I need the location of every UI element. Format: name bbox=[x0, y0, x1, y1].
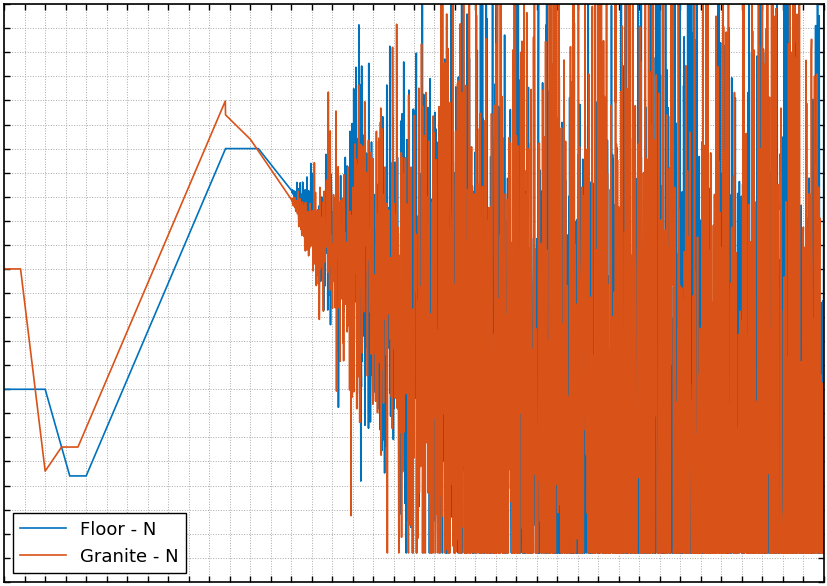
Floor - N bbox=[349, 234, 359, 241]
Floor - N bbox=[313, 251, 323, 258]
Granite - N bbox=[93, 397, 103, 404]
Line: Granite - N: Granite - N bbox=[4, 0, 823, 553]
Legend: Floor - N, Granite - N: Floor - N, Granite - N bbox=[13, 513, 185, 573]
Granite - N bbox=[349, 304, 359, 311]
Floor - N bbox=[141, 331, 151, 338]
Granite - N bbox=[382, 550, 392, 557]
Granite - N bbox=[818, 469, 827, 476]
Floor - N bbox=[401, 550, 411, 557]
Granite - N bbox=[0, 265, 9, 272]
Line: Floor - N: Floor - N bbox=[4, 0, 823, 553]
Granite - N bbox=[313, 281, 323, 288]
Granite - N bbox=[141, 283, 151, 290]
Floor - N bbox=[0, 386, 9, 393]
Granite - N bbox=[802, 225, 812, 232]
Floor - N bbox=[93, 445, 103, 452]
Floor - N bbox=[802, 550, 812, 557]
Granite - N bbox=[715, 209, 724, 216]
Floor - N bbox=[715, 550, 724, 557]
